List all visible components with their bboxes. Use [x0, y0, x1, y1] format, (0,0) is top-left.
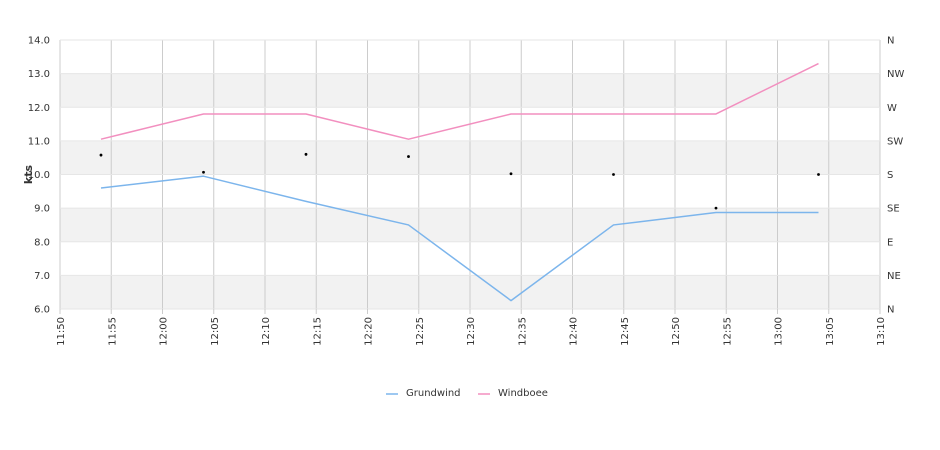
direction-point [817, 173, 820, 176]
series-layer [100, 62, 819, 302]
direction-tick-label: S [887, 170, 893, 181]
x-tick-label: 12:35 [517, 317, 528, 346]
direction-point [304, 152, 308, 156]
x-tick-label: 12:10 [261, 317, 272, 346]
x-tick-label: 13:05 [825, 317, 836, 346]
legend-item-label: Windboee [498, 388, 548, 399]
x-tick-label: 12:30 [466, 317, 477, 346]
x-tick-label: 12:40 [569, 317, 580, 346]
x-tick-label: 13:10 [876, 317, 887, 346]
y-axis-title: kts [22, 164, 35, 184]
direction-tick-label: N [887, 36, 894, 47]
y-tick-label: 8.0 [34, 237, 50, 248]
direction-point [99, 153, 103, 157]
series-line-grundwind [100, 175, 819, 302]
direction-point [714, 206, 718, 210]
direction-tick-label: NE [887, 271, 901, 282]
series-line-windboee [100, 62, 819, 140]
y-tick-label: 10.0 [28, 170, 50, 181]
x-tick-label: 12:50 [671, 317, 682, 346]
direction-point [407, 155, 410, 158]
y-tick-label: 6.0 [34, 305, 50, 316]
legend[interactable]: Grundwind Windboee [386, 388, 548, 399]
x-tick-label: 12:05 [210, 317, 221, 346]
direction-tick-label: NW [887, 69, 904, 80]
x-tick-label: 13:00 [774, 317, 785, 346]
x-tick-label: 12:45 [620, 317, 631, 346]
x-tick-label: 12:15 [312, 317, 323, 346]
y-axis-right-direction: N NE E SE S SW W NW N [887, 36, 904, 316]
x-tick-label: 11:50 [56, 317, 67, 346]
direction-tick-label: W [887, 103, 897, 114]
x-tick-label: 11:55 [107, 317, 118, 346]
direction-tick-label: SW [887, 136, 903, 147]
legend-item-label: Grundwind [406, 388, 461, 399]
y-tick-label: 14.0 [28, 36, 50, 47]
x-tick-label: 12:00 [159, 317, 170, 346]
y-tick-label: 11.0 [28, 136, 50, 147]
y-tick-label: 12.0 [28, 103, 50, 114]
x-tick-label: 12:25 [415, 317, 426, 346]
x-axis: 11:50 11:55 12:00 12:05 12:10 12:15 12:20 12:25… [56, 309, 887, 346]
x-tick-label: 12:20 [364, 317, 375, 346]
direction-point [509, 172, 513, 176]
x-tick-label: 12:55 [722, 317, 733, 346]
direction-tick-label: E [887, 237, 893, 248]
y-tick-label: 9.0 [34, 204, 50, 215]
y-tick-label: 13.0 [28, 69, 50, 80]
y-axis-left: 6.0 7.0 8.0 9.0 10.0 11.0 12.0 13.0 14.0 [28, 36, 50, 316]
y-tick-label: 7.0 [34, 271, 50, 282]
direction-point [612, 173, 615, 176]
direction-tick-label: N [887, 305, 894, 316]
direction-markers [99, 152, 820, 210]
direction-tick-label: SE [887, 204, 900, 215]
direction-point [202, 170, 205, 174]
